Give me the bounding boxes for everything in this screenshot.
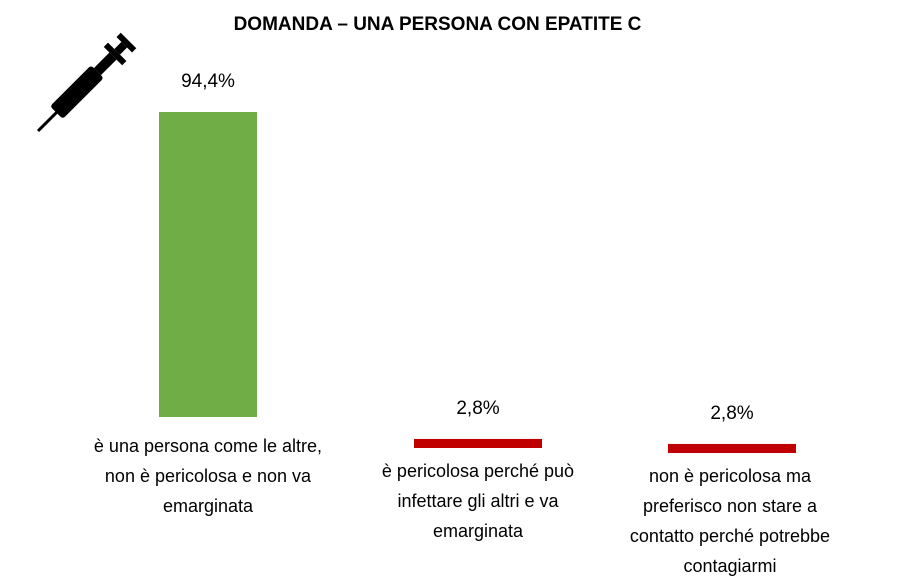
bar-2 [414, 438, 542, 448]
chart-title: DOMANDA – UNA PERSONA CON EPATITE C [233, 14, 642, 35]
value-label-3: 2,8% [710, 403, 753, 424]
syringe-icon [36, 32, 137, 133]
category-label-3: non è pericolosa ma preferisco non stare… [629, 466, 831, 576]
bar-3 [668, 443, 796, 453]
value-label-2: 2,8% [456, 398, 499, 419]
category-label-1: è una persona come le altre, non è peric… [93, 436, 323, 516]
bar-1 [159, 112, 257, 417]
category-label-2: è pericolosa perché può infettare gli al… [381, 461, 575, 541]
value-label-1: 94,4% [181, 71, 235, 92]
